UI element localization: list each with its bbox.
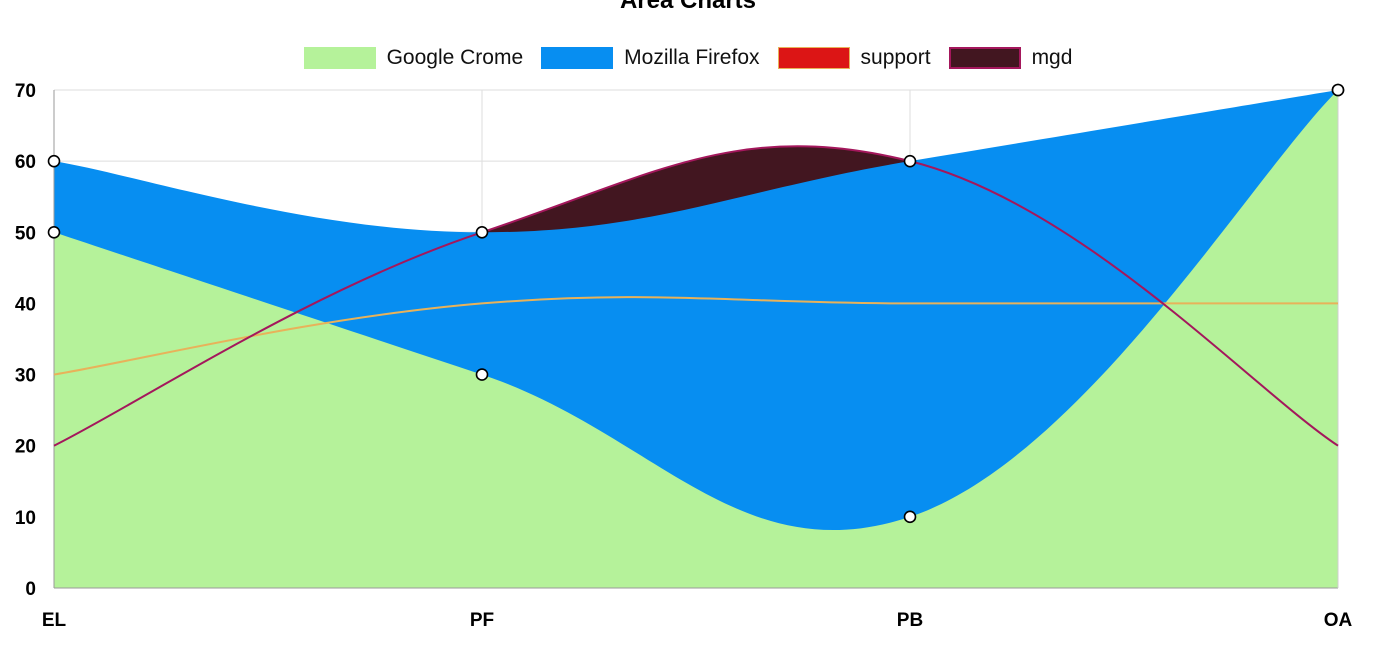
y-tick-label: 0 [25,579,36,600]
legend-swatch-mgd [948,47,1021,69]
legend-label-mgd: mgd [1031,46,1073,69]
legend: Google Crome Mozilla Firefox support mgd [0,46,1376,70]
point-mozilla-firefox-pb[interactable] [903,154,917,168]
point-mozilla-firefox-pf[interactable] [475,225,489,239]
x-tick-label-pb: PB [897,610,923,631]
area-google-crome [54,90,1338,588]
area-layer [54,90,1338,588]
point-google-crome-pb[interactable] [903,510,917,524]
point-layer [47,83,1345,524]
legend-swatch-support [777,47,850,69]
y-tick-label: 10 [15,508,36,529]
legend-item-mozilla-firefox[interactable]: Mozilla Firefox [541,46,760,70]
y-tick-label: 20 [15,437,36,458]
axes [53,90,1339,589]
legend-label-support: support [860,46,931,69]
line-layer [53,145,1339,447]
y-axis-ticks: 0 10 20 30 40 50 60 70 [15,81,36,600]
point-google-crome-pf[interactable] [475,368,489,381]
point-mozilla-firefox-oa[interactable] [1331,83,1345,97]
x-axis-ticks: EL PF PB OA [42,610,1353,631]
legend-swatch-mozilla-firefox [541,47,614,69]
legend-label-mozilla-firefox: Mozilla Firefox [624,46,760,69]
x-tick-label-oa: OA [1324,610,1353,631]
x-tick-label-pf: PF [470,610,494,631]
point-mozilla-firefox-el[interactable] [47,154,61,168]
legend-item-google-crome[interactable]: Google Crome [303,46,524,70]
y-tick-label: 60 [15,152,36,173]
y-tick-label: 70 [15,81,36,102]
line-support [53,296,1338,376]
legend-swatch-google-crome [303,47,376,69]
y-tick-label: 30 [15,366,36,387]
legend-item-support[interactable]: support [777,46,931,70]
legend-label-google-crome: Google Crome [386,46,524,69]
point-google-crome-el[interactable] [47,225,61,239]
y-tick-label: 50 [15,223,36,244]
y-tick-label: 40 [15,294,36,315]
legend-item-mgd[interactable]: mgd [948,46,1073,70]
x-tick-label-el: EL [42,610,67,631]
line-mgd [53,145,1339,447]
chart-title: Area Charts [619,0,757,14]
